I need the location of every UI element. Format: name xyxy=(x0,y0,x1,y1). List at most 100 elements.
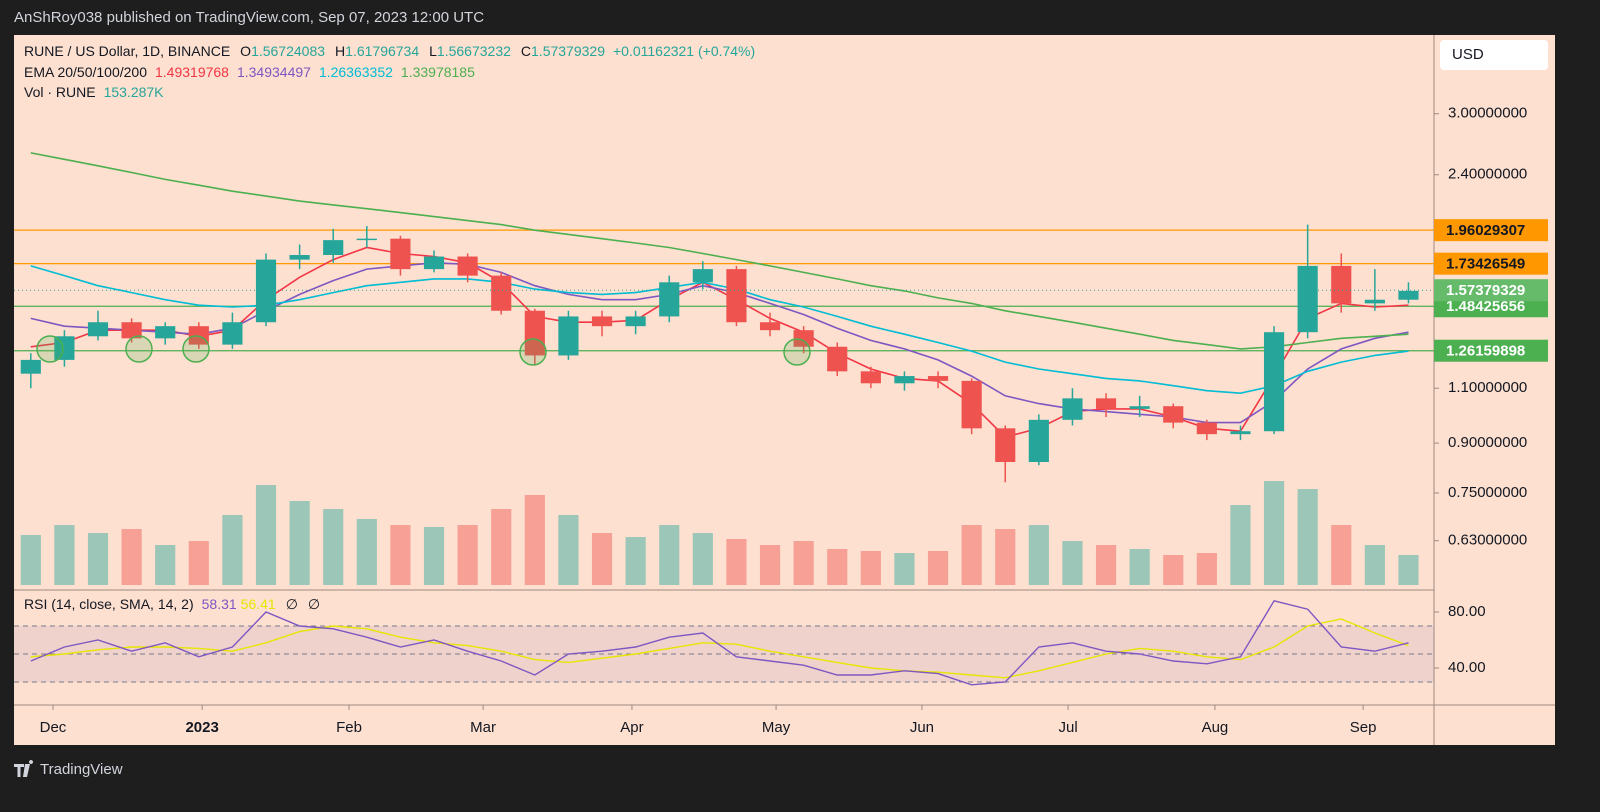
volume-bar xyxy=(491,509,512,585)
change: +0.01162321 (+0.74%) xyxy=(613,43,755,59)
annotation-circles xyxy=(36,335,811,366)
volume-bar xyxy=(961,525,982,585)
candle-body xyxy=(692,269,713,283)
candle-body xyxy=(927,376,949,381)
level-box xyxy=(1434,252,1548,275)
candle-body xyxy=(255,259,277,323)
candle-body xyxy=(860,371,881,384)
candle-body xyxy=(1364,299,1385,304)
ohlc-name: O xyxy=(240,43,251,59)
ohlc-name: L xyxy=(429,43,437,59)
ema-value: 1.33978185 xyxy=(401,64,475,80)
volume-bar xyxy=(726,539,747,585)
candle-body xyxy=(591,316,613,327)
volume-bar xyxy=(356,519,377,585)
brand: TradingView xyxy=(40,761,123,778)
volume-bar xyxy=(1398,555,1419,585)
rsi-sma-line xyxy=(30,618,1409,679)
x-tick-label: Sep xyxy=(1350,719,1377,736)
volume-bar xyxy=(793,541,814,585)
candle-body xyxy=(524,310,545,356)
y-tick-label: 2.40000000 xyxy=(1448,166,1527,183)
volume-bar xyxy=(390,525,411,585)
candle-body xyxy=(1062,398,1083,420)
last-price-label: 1.57379329 xyxy=(1446,282,1525,299)
volume-bar xyxy=(1129,549,1150,585)
volume-bar xyxy=(692,533,713,585)
candle-body xyxy=(995,428,1016,462)
rsi-legend: RSI (14, close, SMA, 14, 2) 58.31 56.41 ∅ ∅ xyxy=(24,596,320,612)
circle xyxy=(519,338,547,366)
candle-body xyxy=(323,240,344,255)
volume-bar xyxy=(827,549,848,585)
volume-bar xyxy=(659,525,680,585)
volume-bar xyxy=(591,533,613,585)
candle-body xyxy=(625,316,646,327)
brand-logo xyxy=(14,760,34,777)
ohlc-name: H xyxy=(335,43,345,59)
volume-bar xyxy=(1163,555,1184,585)
volume-bar xyxy=(625,537,646,585)
x-tick-label: 2023 xyxy=(185,719,218,736)
circle xyxy=(182,335,210,363)
candle-body xyxy=(54,336,75,360)
candle-body xyxy=(356,238,377,241)
level-label: 1.73426549 xyxy=(1446,256,1525,273)
circle xyxy=(36,335,64,363)
candle-body xyxy=(1196,422,1217,435)
rsi-tick-label: 40.00 xyxy=(1448,659,1486,676)
x-tick-label: Dec xyxy=(40,719,67,736)
level-box xyxy=(1434,339,1548,362)
volume-bar xyxy=(1297,489,1318,585)
circle xyxy=(125,335,153,363)
symbol-legend: RUNE / US Dollar, 1D, BINANCE O1.56724083… xyxy=(24,43,755,59)
candle-body xyxy=(1230,431,1251,435)
candle-body xyxy=(188,326,209,345)
volume-bar xyxy=(1364,545,1385,585)
rsi-pane: 80.00 40.00 xyxy=(14,599,1486,686)
volume-pane xyxy=(20,481,1419,585)
currency[interactable]: USD xyxy=(1452,46,1484,63)
volume-bar xyxy=(860,551,881,585)
currency-button[interactable] xyxy=(1440,40,1548,70)
volume-bar xyxy=(524,495,545,585)
ohlc-value: 1.57379329 xyxy=(531,43,605,59)
ohlc-value: 1.61796734 xyxy=(345,43,419,59)
rsi-extra: ∅ xyxy=(308,596,320,612)
symbol: RUNE / US Dollar, 1D, BINANCE xyxy=(24,43,230,59)
rsi-sma-value: 56.41 xyxy=(241,596,276,612)
y-tick-label: 1.10000000 xyxy=(1448,379,1527,396)
volume-bar xyxy=(289,501,310,585)
volume-value: 153.287K xyxy=(104,84,165,100)
x-tick-label: Jul xyxy=(1058,719,1077,736)
level-label: 1.96029307 xyxy=(1446,222,1525,239)
volume-bar xyxy=(87,533,109,585)
y-tick-label: 0.90000000 xyxy=(1448,434,1527,451)
rsi-line xyxy=(30,599,1409,686)
volume-bar xyxy=(457,525,478,585)
candle-body xyxy=(121,322,142,339)
ema-value: 1.34934497 xyxy=(237,64,311,80)
candle-body xyxy=(759,322,781,331)
candle-body xyxy=(1129,406,1150,409)
candle-body xyxy=(827,346,848,372)
candle-body xyxy=(1028,419,1049,462)
ohlc-name: C xyxy=(521,43,531,59)
y-tick-label: 3.00000000 xyxy=(1448,105,1527,122)
candle-body xyxy=(457,256,478,276)
volume-bar xyxy=(1230,505,1251,585)
candle-body xyxy=(289,254,310,260)
candle-body xyxy=(491,275,512,311)
ema-value: 1.26363352 xyxy=(319,64,393,80)
candle-body xyxy=(20,359,41,374)
x-tick-label: Apr xyxy=(620,719,643,736)
y-tick-label: 0.63000000 xyxy=(1448,532,1527,549)
candle-body xyxy=(894,376,915,384)
ohlc-value: 1.56673232 xyxy=(437,43,511,59)
rsi-value: 58.31 xyxy=(202,596,237,612)
last-price-box xyxy=(1434,279,1548,302)
y-tick-label: 0.75000000 xyxy=(1448,484,1527,501)
chart-panel xyxy=(14,35,1555,745)
x-tick-label: May xyxy=(762,719,791,736)
axes: 3.00000000 2.40000000 1.10000000 0.90000000… xyxy=(40,105,1548,736)
